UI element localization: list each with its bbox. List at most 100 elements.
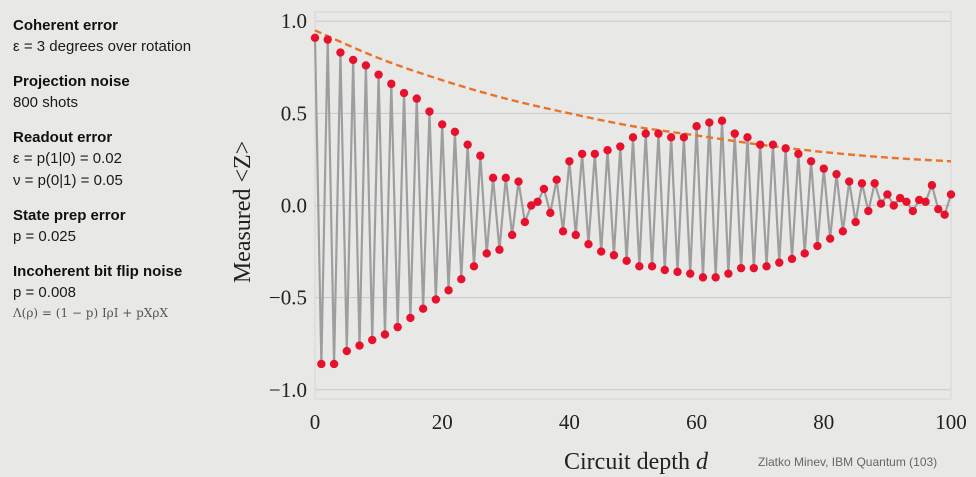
x-tick-label: 40 <box>559 410 580 434</box>
data-point <box>730 129 739 138</box>
data-point <box>507 230 517 240</box>
data-point <box>399 88 409 98</box>
data-points <box>310 33 956 369</box>
data-point <box>724 269 733 278</box>
x-tick-label: 100 <box>935 410 967 434</box>
data-point <box>616 142 625 151</box>
data-point <box>495 245 504 254</box>
data-point <box>438 120 447 129</box>
data-point <box>527 201 536 210</box>
noise-block: Incoherent bit flip noise p = 0.008 Λ(ρ) =… <box>13 262 253 322</box>
slide-credit: Zlatko Minev, IBM Quantum (103) <box>758 455 938 469</box>
y-tick-label: 1.0 <box>281 9 307 33</box>
data-point <box>628 133 638 142</box>
data-point <box>692 122 701 131</box>
data-point <box>539 184 549 194</box>
data-point <box>469 262 479 271</box>
data-point <box>781 144 790 153</box>
noise-parameters-panel: Coherent error ε = 3 degrees over rotatio… <box>13 16 253 336</box>
data-point <box>558 227 568 236</box>
noise-block-value: ε = p(1|0) = 0.02 <box>13 150 122 167</box>
data-point <box>756 140 765 149</box>
data-point <box>686 269 695 278</box>
y-tick-label: −1.0 <box>269 378 307 402</box>
data-point <box>310 33 320 42</box>
data-point <box>317 359 326 369</box>
plot-frame <box>314 11 952 400</box>
data-point <box>794 149 803 159</box>
data-point <box>603 146 612 155</box>
x-tick-label: 80 <box>813 410 834 434</box>
data-point <box>501 173 510 183</box>
data-point <box>838 227 848 236</box>
noise-block: State prep error p = 0.025 <box>13 206 253 248</box>
x-tick-label: 20 <box>432 410 453 434</box>
noise-block: Coherent error ε = 3 degrees over rotatio… <box>13 16 253 58</box>
data-point <box>883 190 892 199</box>
data-point <box>533 197 542 207</box>
noise-channel-formula: Λ(ρ) = (1 − p) IρI + pXρX <box>13 306 168 320</box>
data-point <box>647 262 657 271</box>
y-axis-title: Measured <Z> <box>230 141 256 283</box>
data-point <box>323 35 332 44</box>
data-point <box>552 175 561 184</box>
data-point <box>654 129 663 138</box>
y-tick-label: −0.5 <box>269 286 307 310</box>
data-point <box>476 151 485 160</box>
data-point <box>705 118 714 127</box>
data-point <box>921 197 930 207</box>
data-point <box>444 286 453 295</box>
data-point <box>775 258 784 267</box>
data-point <box>749 263 759 273</box>
data-point <box>355 341 364 350</box>
data-point <box>736 263 746 273</box>
data-point <box>660 265 669 275</box>
data-point <box>393 322 402 332</box>
data-point <box>348 55 358 65</box>
data-point <box>546 208 555 218</box>
decay-envelope-line <box>314 29 952 163</box>
data-point <box>876 199 886 208</box>
data-point <box>889 201 898 210</box>
data-point <box>806 157 816 166</box>
noise-block-title: Projection noise <box>13 73 130 90</box>
data-point <box>514 177 523 186</box>
data-point <box>622 256 631 265</box>
axis-ticks: 1.0 0.5 0.0 −0.5 −1.00 20 40 60 80 100 <box>269 9 967 434</box>
noise-block-value: ν = p(0|1) = 0.05 <box>13 172 123 189</box>
data-point <box>825 234 835 243</box>
y-tick-label: 0.5 <box>281 101 307 125</box>
y-tick-label: 0.0 <box>281 194 307 218</box>
data-point <box>908 206 918 216</box>
data-point <box>787 254 797 264</box>
x-tick-label: 0 <box>310 410 321 434</box>
data-point <box>368 335 377 345</box>
x-tick-label: 60 <box>686 410 707 434</box>
data-point <box>743 133 752 142</box>
noise-block-value: 800 shots <box>13 94 79 111</box>
noise-block-value: p = 0.008 <box>13 284 76 301</box>
data-point <box>412 94 421 103</box>
data-point <box>800 249 809 258</box>
data-point <box>418 304 428 313</box>
noise-block-value: p = 0.025 <box>13 228 76 245</box>
data-point <box>915 195 924 205</box>
data-point <box>673 267 682 277</box>
data-point <box>565 157 574 166</box>
data-point <box>845 177 854 186</box>
data-point <box>329 359 339 369</box>
noise-block: Projection noise 800 shots <box>13 72 253 114</box>
data-point <box>361 61 371 70</box>
data-point <box>857 179 867 188</box>
data-point <box>425 107 434 116</box>
data-point <box>406 313 415 323</box>
data-point <box>597 247 606 256</box>
data-point <box>927 181 937 190</box>
data-point <box>717 116 727 125</box>
data-point <box>571 230 580 240</box>
data-point <box>940 210 949 219</box>
data-point <box>482 249 491 258</box>
data-point <box>577 149 587 159</box>
data-point <box>336 48 345 57</box>
data-point <box>819 164 828 173</box>
